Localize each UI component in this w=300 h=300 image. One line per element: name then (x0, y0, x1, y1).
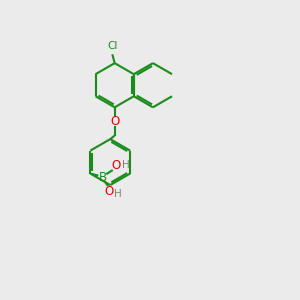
Text: O: O (110, 115, 119, 128)
Text: H: H (122, 160, 130, 170)
Text: O: O (112, 159, 121, 172)
Text: Cl: Cl (107, 41, 118, 51)
Text: O: O (105, 185, 114, 198)
Text: H: H (114, 189, 122, 199)
Text: B: B (99, 171, 107, 184)
